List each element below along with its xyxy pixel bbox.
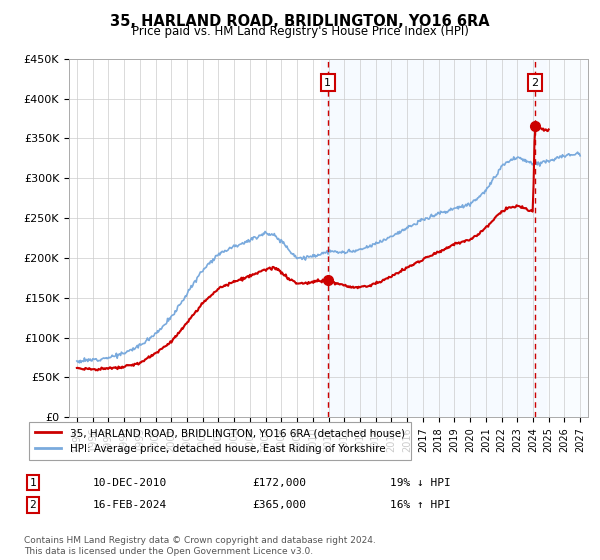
Text: 16-FEB-2024: 16-FEB-2024 [93, 500, 167, 510]
Text: 35, HARLAND ROAD, BRIDLINGTON, YO16 6RA: 35, HARLAND ROAD, BRIDLINGTON, YO16 6RA [110, 14, 490, 29]
Bar [320, 59, 547, 417]
Text: 2: 2 [29, 500, 37, 510]
Text: Contains HM Land Registry data © Crown copyright and database right 2024.
This d: Contains HM Land Registry data © Crown c… [24, 536, 376, 556]
Text: 10-DEC-2010: 10-DEC-2010 [93, 478, 167, 488]
Legend: 35, HARLAND ROAD, BRIDLINGTON, YO16 6RA (detached house), HPI: Average price, de: 35, HARLAND ROAD, BRIDLINGTON, YO16 6RA … [29, 422, 411, 460]
Text: 1: 1 [29, 478, 37, 488]
Bar [547, 59, 588, 417]
Bar [547, 59, 588, 417]
Text: 2: 2 [531, 78, 538, 88]
Text: £172,000: £172,000 [252, 478, 306, 488]
Text: 1: 1 [324, 78, 331, 88]
Text: Price paid vs. HM Land Registry's House Price Index (HPI): Price paid vs. HM Land Registry's House … [131, 25, 469, 38]
Text: 19% ↓ HPI: 19% ↓ HPI [390, 478, 451, 488]
Text: 16% ↑ HPI: 16% ↑ HPI [390, 500, 451, 510]
Text: £365,000: £365,000 [252, 500, 306, 510]
